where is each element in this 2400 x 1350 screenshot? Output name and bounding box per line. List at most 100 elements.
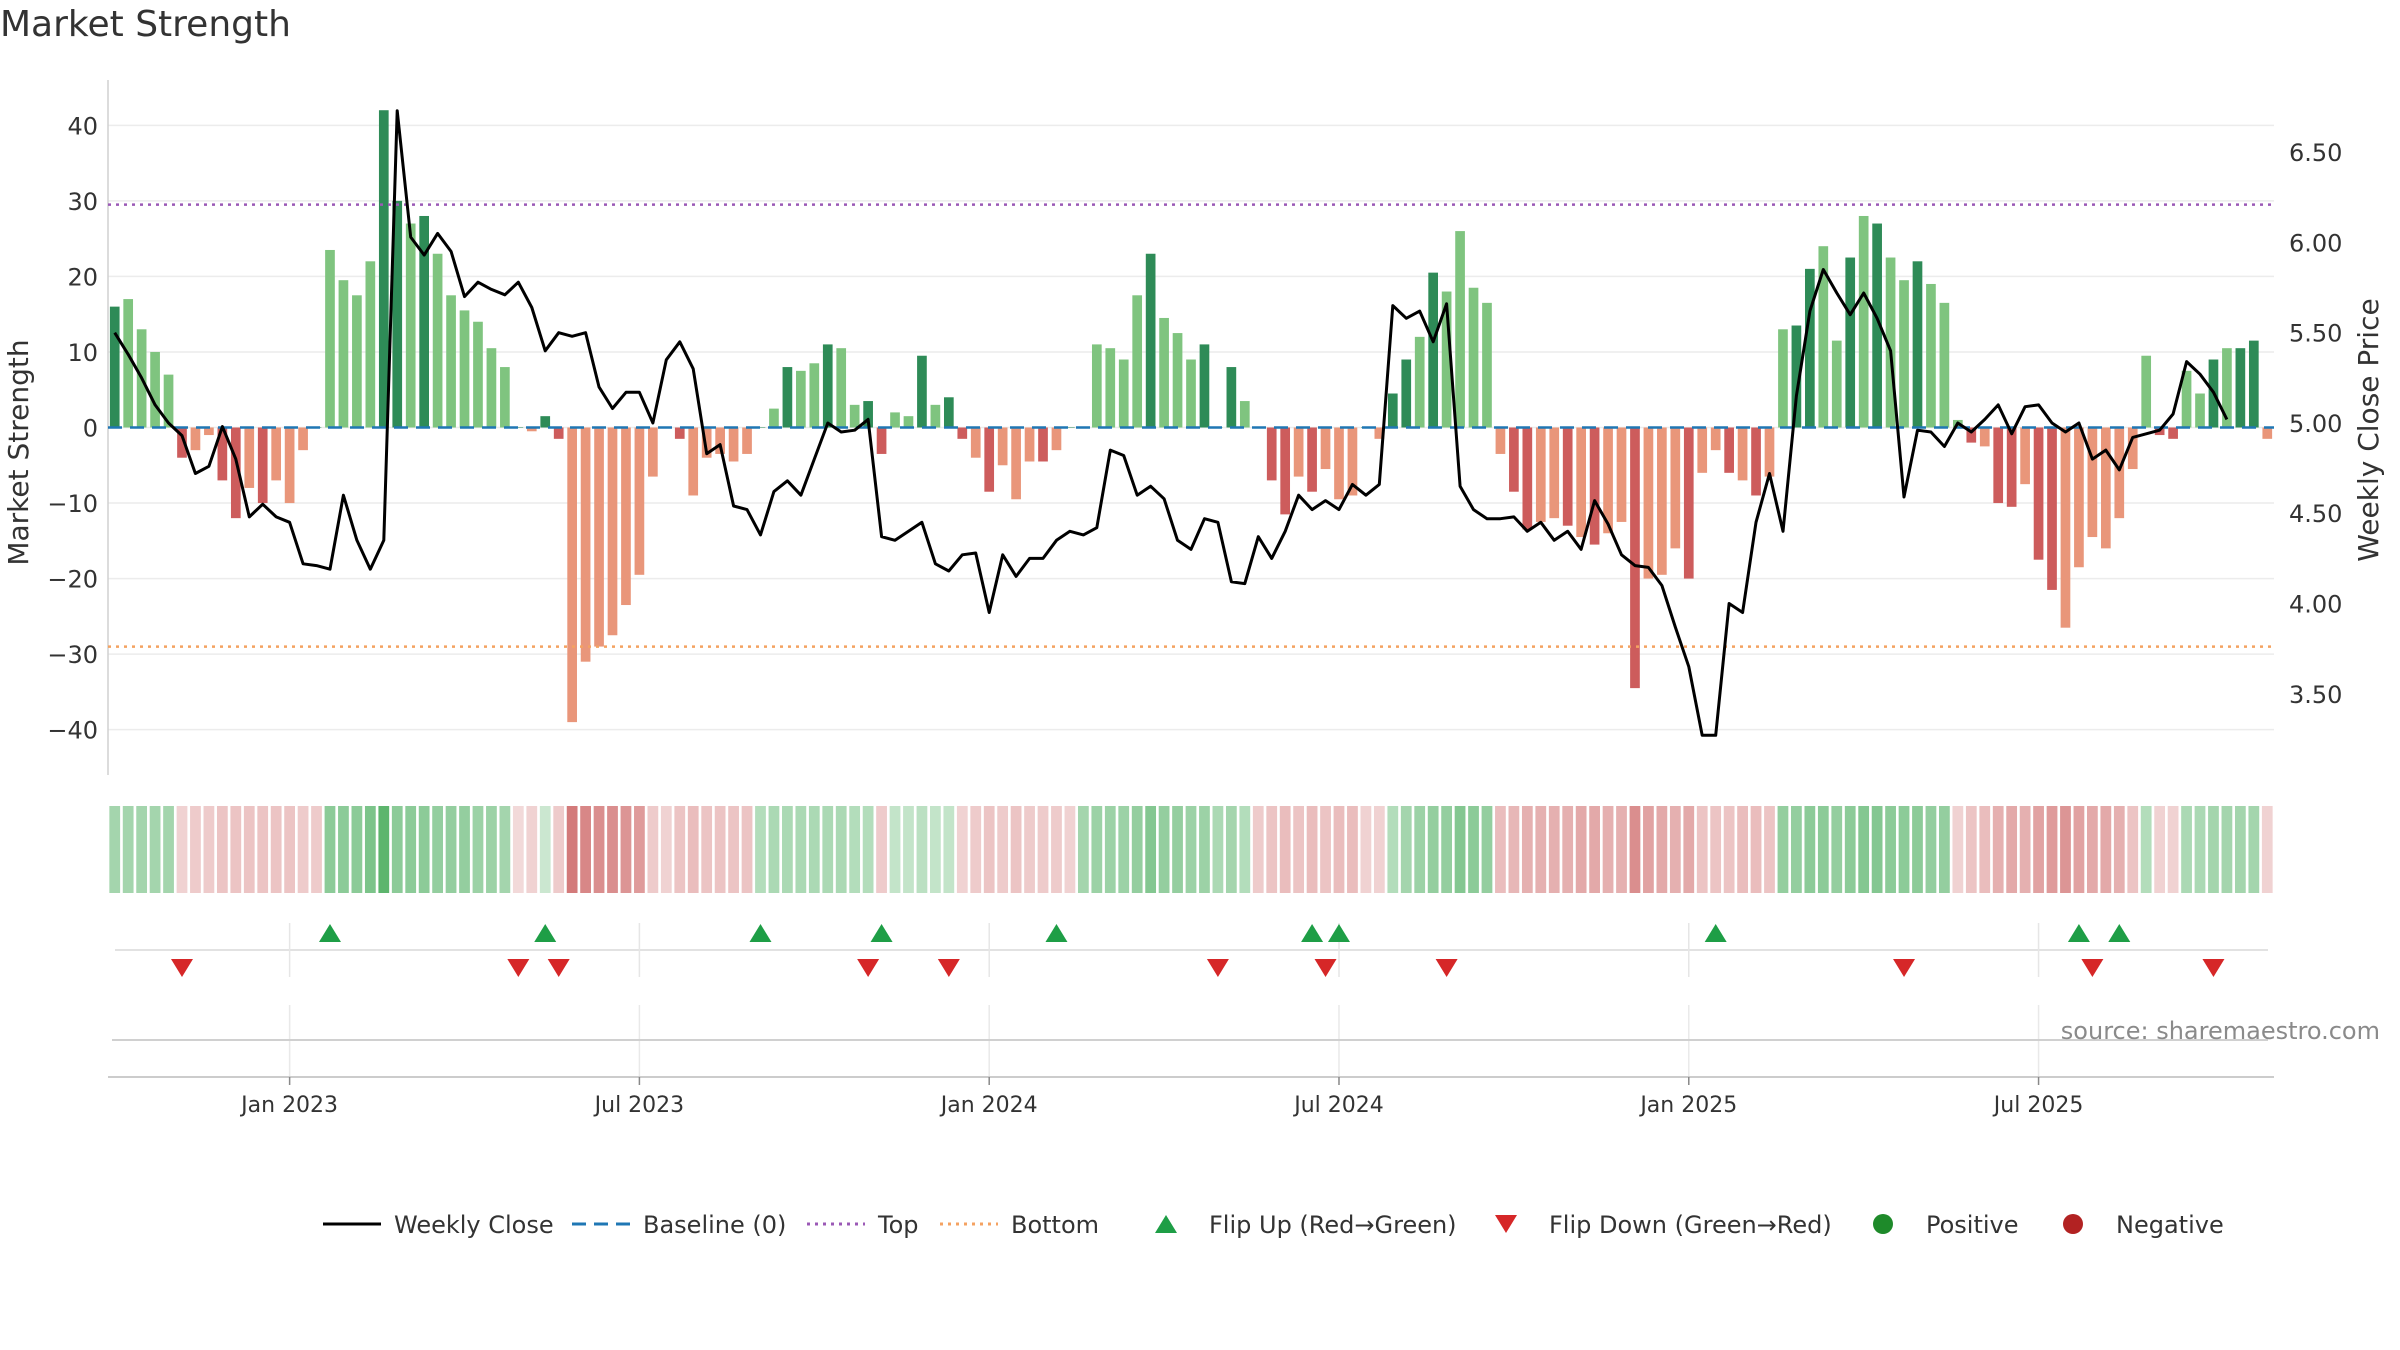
heat-cell bbox=[889, 806, 901, 893]
strength-bar bbox=[1199, 344, 1210, 428]
heat-cell bbox=[324, 806, 336, 893]
strength-bar bbox=[2087, 427, 2098, 538]
strength-bar bbox=[701, 427, 712, 458]
strength-bar bbox=[917, 355, 927, 428]
heat-cell bbox=[297, 806, 309, 893]
chart-title: Market Strength bbox=[0, 4, 291, 45]
heat-cell bbox=[1925, 806, 1937, 893]
heat-cell bbox=[378, 806, 390, 893]
strength-bar bbox=[405, 223, 416, 428]
heat-cell bbox=[1871, 806, 1883, 893]
heat-cell bbox=[1791, 806, 1802, 893]
heat-cell bbox=[1723, 806, 1735, 893]
heat-cell bbox=[1199, 806, 1210, 893]
strength-bar bbox=[217, 427, 228, 481]
legend-item-flip_down: Flip Down (Green→Red) bbox=[1495, 1211, 1832, 1239]
heat-cell bbox=[1225, 806, 1237, 893]
strength-bar bbox=[1966, 427, 1977, 443]
heat-cell bbox=[835, 806, 847, 893]
legend-label: Top bbox=[877, 1211, 919, 1239]
heat-cell bbox=[2208, 806, 2219, 893]
strength-bar bbox=[1307, 427, 1317, 492]
legend-label: Bottom bbox=[1011, 1211, 1099, 1239]
left-tick-label: 20 bbox=[67, 263, 98, 291]
strength-bar bbox=[1926, 283, 1936, 428]
strength-bar bbox=[836, 348, 847, 428]
x-tick-label: Jan 2024 bbox=[939, 1093, 1038, 1118]
heat-cell bbox=[149, 806, 161, 893]
heat-cell bbox=[2234, 806, 2246, 893]
strength-bar bbox=[2168, 427, 2178, 439]
strength-bar bbox=[621, 427, 631, 606]
strength-bar bbox=[1105, 348, 1116, 428]
legend-label: Flip Up (Red→Green) bbox=[1209, 1211, 1457, 1239]
strength-bar bbox=[150, 351, 160, 428]
strength-bar bbox=[1616, 427, 1627, 522]
heat-cell bbox=[2060, 806, 2071, 893]
heat-cell bbox=[1885, 806, 1896, 893]
strength-bar bbox=[1186, 359, 1196, 428]
strength-bar bbox=[930, 404, 941, 428]
heat-cell bbox=[163, 806, 174, 893]
heat-cell bbox=[1737, 806, 1748, 893]
strength-bar bbox=[1414, 336, 1425, 428]
flip-up-marker bbox=[318, 924, 341, 942]
left-tick-label: −30 bbox=[47, 641, 98, 669]
heat-cell bbox=[1441, 806, 1452, 893]
strength-bar bbox=[2020, 427, 2030, 485]
heat-cell bbox=[311, 806, 322, 893]
heat-cell bbox=[970, 806, 982, 893]
strength-bar bbox=[1603, 427, 1613, 534]
heat-cell bbox=[122, 806, 134, 893]
strength-bar bbox=[2235, 348, 2246, 428]
heat-cell bbox=[903, 806, 914, 893]
legend-item-flip_up: Flip Up (Red→Green) bbox=[1155, 1211, 1457, 1239]
strength-bar bbox=[473, 321, 483, 428]
heat-cell bbox=[741, 806, 753, 893]
strength-bar bbox=[1132, 295, 1143, 428]
heat-cell bbox=[849, 806, 861, 893]
strength-bar bbox=[177, 427, 187, 458]
heat-cell bbox=[2033, 806, 2044, 893]
heat-cell bbox=[1414, 806, 1426, 893]
strength-bar bbox=[419, 215, 429, 428]
left-tick-label: 0 bbox=[83, 415, 98, 443]
heat-cell bbox=[526, 806, 538, 893]
heat-cell bbox=[1898, 806, 1910, 893]
heat-cell bbox=[2019, 806, 2031, 893]
heat-cell bbox=[1939, 806, 1950, 893]
heat-cell bbox=[2181, 806, 2192, 893]
strength-bar bbox=[1683, 427, 1694, 579]
heat-cell bbox=[1010, 806, 1022, 893]
right-tick-label: 4.00 bbox=[2289, 591, 2342, 619]
strength-bar bbox=[2006, 427, 2017, 507]
strength-bar bbox=[2222, 348, 2232, 428]
flip-down-marker bbox=[2081, 959, 2104, 977]
axes: 40 30 20 10 0 −10 −20 −30 −40 6.50 6.00 5.50 5.00 4.5… bbox=[2, 80, 2385, 775]
strength-bar bbox=[1710, 427, 1721, 451]
heat-cell bbox=[2073, 806, 2085, 893]
strength-bar bbox=[1172, 333, 1183, 428]
flip-up-marker bbox=[749, 924, 772, 942]
strength-bar bbox=[1697, 427, 1708, 473]
heat-cell bbox=[634, 806, 645, 893]
strength-bar bbox=[271, 427, 282, 481]
heat-cell bbox=[2154, 806, 2166, 893]
right-tick-label: 5.00 bbox=[2289, 410, 2342, 438]
heat-cell bbox=[1656, 806, 1668, 893]
heat-cell bbox=[1158, 806, 1170, 893]
strength-bar bbox=[1912, 261, 1923, 428]
strength-bar bbox=[1778, 329, 1788, 428]
heat-cell bbox=[768, 806, 780, 893]
heat-cell bbox=[1212, 806, 1224, 893]
right-tick-label: 3.50 bbox=[2289, 681, 2342, 709]
strength-bar bbox=[432, 253, 443, 428]
left-axis-title: Market Strength bbox=[2, 339, 35, 565]
heat-cell bbox=[243, 806, 255, 893]
flip-down-marker bbox=[1206, 959, 1229, 977]
strength-bar bbox=[594, 427, 604, 647]
strength-bar bbox=[970, 427, 981, 458]
close-line-layer bbox=[113, 109, 2229, 737]
heat-cell bbox=[190, 806, 201, 893]
strength-bar bbox=[1038, 427, 1048, 462]
